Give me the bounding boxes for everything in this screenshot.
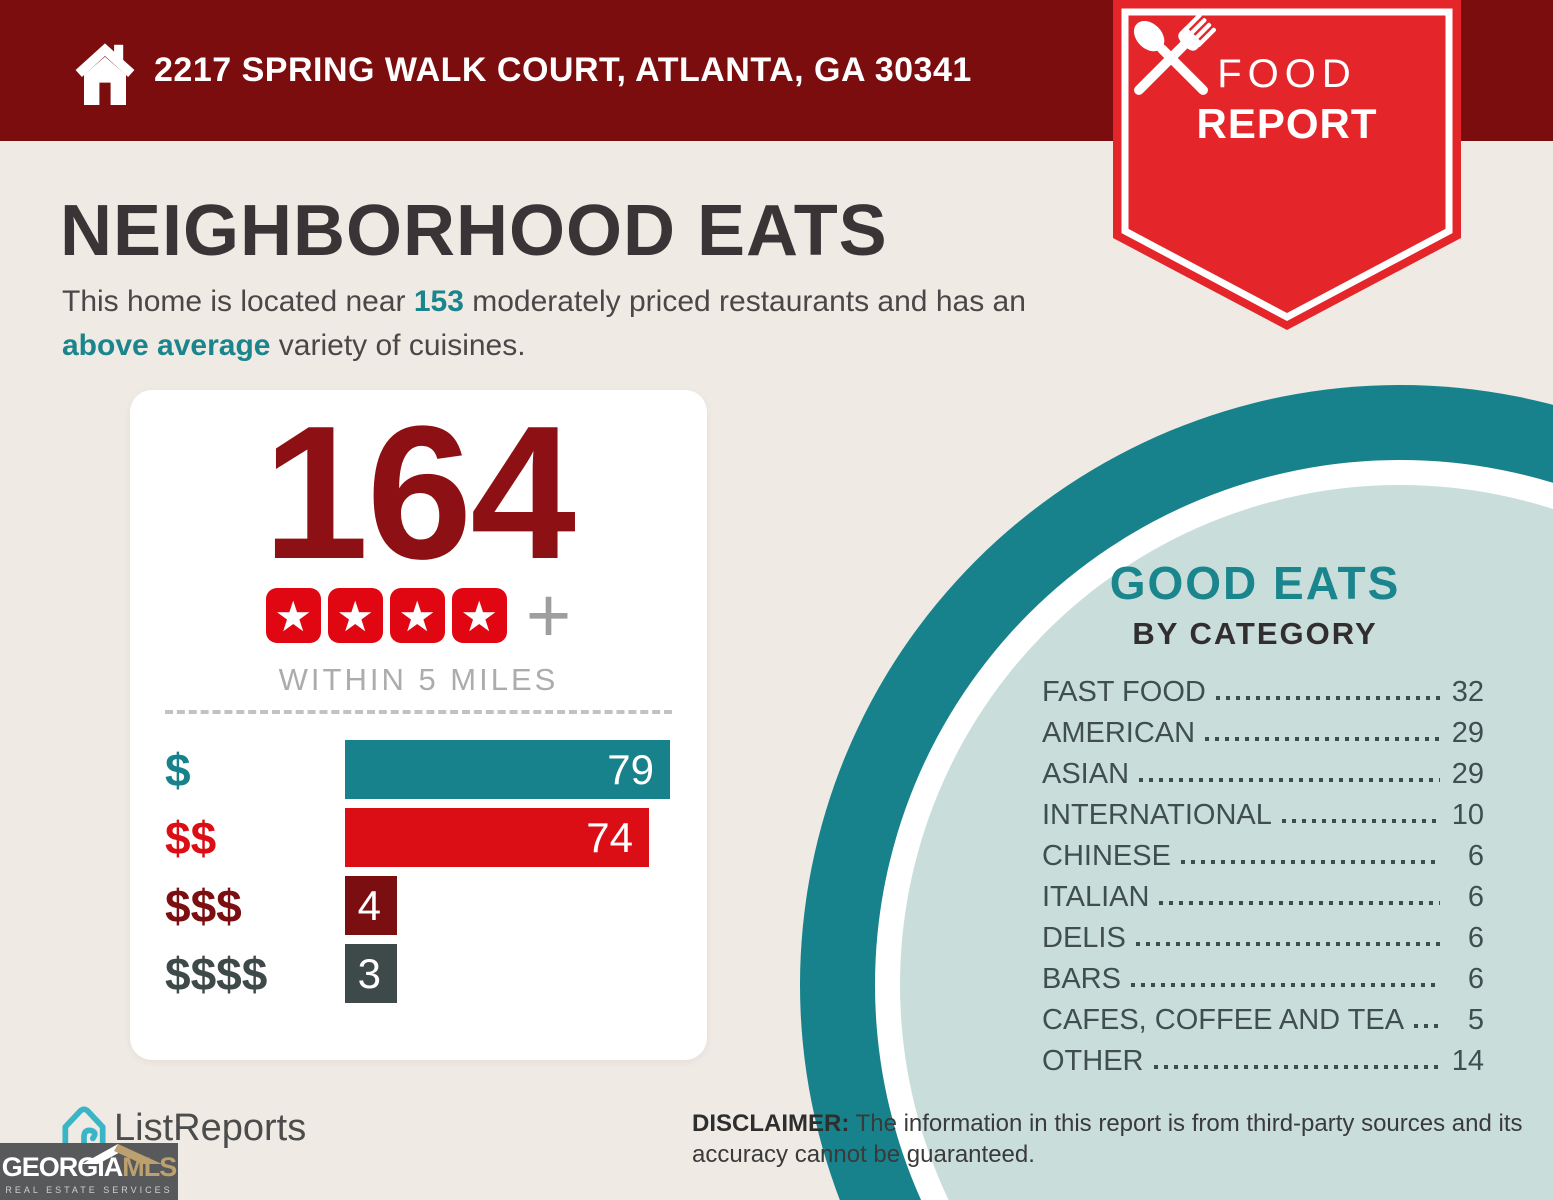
bar: 74: [345, 808, 649, 867]
category-label: INTERNATIONAL: [1042, 798, 1272, 831]
dotted-leader: [1139, 778, 1440, 782]
bar-row-price-4: $$$$ 3: [165, 944, 672, 1003]
variety-highlight: above average: [62, 328, 271, 362]
category-value: 14: [1451, 1044, 1484, 1077]
category-label: BARS: [1042, 962, 1121, 995]
listreports-logo: ListReports: [58, 1100, 306, 1156]
bar-category-label: $$$$: [165, 947, 268, 1000]
ribbon-title-report: REPORT: [1196, 100, 1378, 147]
plus-sign: +: [525, 571, 572, 659]
category-label: OTHER: [1042, 1044, 1144, 1077]
bar: 3: [345, 944, 397, 1003]
bar-value: 3: [357, 949, 381, 997]
category-label: FAST FOOD: [1042, 675, 1206, 708]
disclaimer-line-2: accuracy cannot be guaranteed.: [692, 1141, 1035, 1169]
category-value: 6: [1467, 921, 1484, 954]
price-tier-bar-chart: $ 79 $$ 74 $$$ 4 $$$$ 3: [165, 740, 672, 1012]
category-label: CAFES, COFFEE AND TEA: [1042, 1003, 1405, 1036]
dotted-leader: [1159, 901, 1440, 905]
list-item: ITALIAN 6: [1042, 871, 1484, 912]
page-title: NEIGHBORHOOD EATS: [60, 191, 888, 271]
category-label: CHINESE: [1042, 839, 1171, 872]
category-value: 29: [1451, 716, 1484, 749]
rating-stars: ★ ★ ★ ★: [265, 588, 507, 643]
radius-label: WITHIN 5 MILES: [278, 662, 559, 697]
gmls-roof-icon: [82, 1144, 162, 1164]
star-icon: ★: [265, 588, 321, 643]
category-list: FAST FOOD 32 AMERICAN 29 ASIAN 29 INTERNATI…: [1042, 666, 1484, 1076]
category-value: 10: [1451, 798, 1484, 831]
good-eats-title: GOOD EATS: [1109, 557, 1401, 609]
category-value: 32: [1451, 675, 1484, 708]
dotted-leader: [1130, 983, 1440, 987]
gmls-georgia-text: GEORGIA: [1, 1152, 124, 1182]
disclaimer: DISCLAIMER: The information in this repo…: [692, 1108, 1537, 1170]
gmls-tagline: REAL ESTATE SERVICES: [5, 1185, 173, 1195]
property-address: 2217 SPRING WALK COURT, ATLANTA, GA 3034…: [154, 51, 972, 89]
home-icon: [75, 43, 135, 105]
intro-paragraph: This home is located near 153 moderately…: [62, 280, 1052, 367]
spoon-fork-icon: [1133, 13, 1216, 95]
disclaimer-label: DISCLAIMER:: [692, 1110, 850, 1137]
intro-text-2: moderately priced restaurants and has an: [463, 285, 1026, 318]
category-label: ASIAN: [1042, 757, 1130, 790]
bar-value: 79: [607, 745, 654, 793]
star-icon: ★: [327, 588, 383, 643]
good-eats-heading: GOOD EATS BY CATEGORY: [1020, 556, 1490, 652]
bar-row-price-2: $$ 74: [165, 808, 672, 867]
category-value: 6: [1467, 962, 1484, 995]
dotted-leader: [1205, 737, 1440, 741]
dotted-leader: [1180, 860, 1440, 864]
rating-row: ★ ★ ★ ★ +: [130, 571, 707, 659]
gmls-mls-text: MLS: [122, 1152, 177, 1182]
restaurant-summary-card: 164 ★ ★ ★ ★ + WITHIN 5 MILES $ 79 $$ 74 $$$…: [130, 390, 707, 1060]
list-item: DELIS 6: [1042, 912, 1484, 953]
gmls-wordmark: GEORGIAMLS: [0, 1154, 178, 1181]
bar-value: 74: [586, 813, 633, 861]
bar-row-price-1: $ 79: [165, 740, 672, 799]
bar-value: 4: [357, 881, 381, 929]
category-value: 29: [1451, 757, 1484, 790]
list-item: CAFES, COFFEE AND TEA 5: [1042, 994, 1484, 1035]
food-report-ribbon: FOOD REPORT: [1113, 0, 1461, 332]
bar-category-label: $$$: [165, 879, 242, 932]
category-label: AMERICAN: [1042, 716, 1196, 749]
category-value: 5: [1467, 1003, 1484, 1036]
list-item: CHINESE 6: [1042, 830, 1484, 871]
intro-text-1: This home is located near: [62, 285, 414, 318]
list-item: BARS 6: [1042, 953, 1484, 994]
bar: 4: [345, 876, 397, 935]
dotted-leader: [1153, 1065, 1440, 1069]
dashed-divider: [165, 710, 672, 714]
list-item: FAST FOOD 32: [1042, 666, 1484, 707]
total-restaurant-count: 164: [262, 387, 576, 599]
star-icon: ★: [451, 588, 507, 643]
category-label: DELIS: [1042, 921, 1126, 954]
bar: 79: [345, 740, 670, 799]
list-item: INTERNATIONAL 10: [1042, 789, 1484, 830]
star-icon: ★: [389, 588, 445, 643]
bar-category-label: $: [165, 743, 191, 796]
category-value: 6: [1467, 839, 1484, 872]
list-item: AMERICAN 29: [1042, 707, 1484, 748]
dotted-leader: [1215, 696, 1440, 700]
ribbon-title-food: FOOD: [1217, 52, 1357, 96]
disclaimer-line-1: The information in this report is from t…: [849, 1110, 1523, 1137]
georgia-mls-logo: GEORGIAMLS REAL ESTATE SERVICES: [0, 1143, 178, 1200]
list-item: ASIAN 29: [1042, 748, 1484, 789]
bar-row-price-3: $$$ 4: [165, 876, 672, 935]
intro-text-3: variety of cuisines.: [270, 328, 526, 362]
list-item: OTHER 14: [1042, 1035, 1484, 1076]
good-eats-subtitle: BY CATEGORY: [1132, 616, 1378, 651]
dotted-leader: [1414, 1024, 1440, 1028]
restaurant-count: 153: [413, 285, 464, 318]
listreports-wordmark: ListReports: [114, 1106, 307, 1149]
category-value: 6: [1467, 880, 1484, 913]
bar-category-label: $$: [165, 811, 217, 864]
dotted-leader: [1135, 942, 1440, 946]
dotted-leader: [1281, 819, 1440, 823]
category-label: ITALIAN: [1042, 880, 1150, 913]
